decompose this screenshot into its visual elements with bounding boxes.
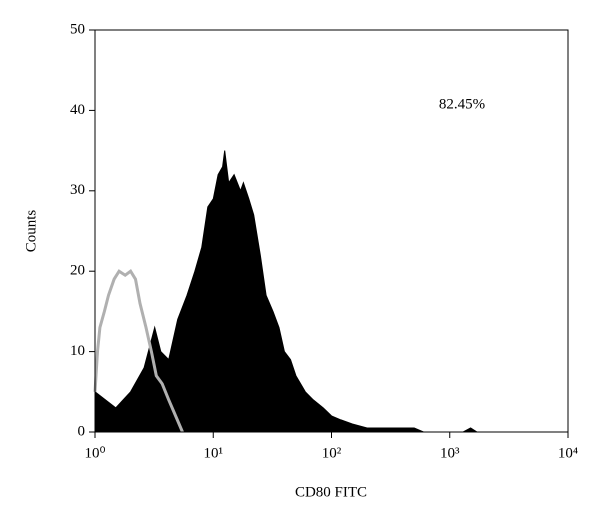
y-tick-label: 40 (70, 102, 85, 118)
annotation: 82.45% (439, 96, 485, 112)
y-axis-label: Counts (23, 210, 39, 253)
x-tick-label: 10³ (440, 445, 460, 461)
x-tick-label: 10⁴ (558, 445, 578, 461)
y-tick-label: 0 (78, 423, 86, 439)
y-tick-label: 50 (70, 21, 85, 37)
y-tick-label: 30 (70, 182, 85, 198)
y-tick-label: 20 (70, 263, 85, 279)
x-tick-label: 10¹ (204, 445, 224, 461)
y-tick-label: 10 (70, 343, 85, 359)
x-tick-label: 10⁰ (84, 445, 105, 461)
x-tick-label: 10² (322, 445, 342, 461)
x-axis-label: CD80 FITC (295, 484, 367, 500)
histogram-line (93, 269, 184, 433)
